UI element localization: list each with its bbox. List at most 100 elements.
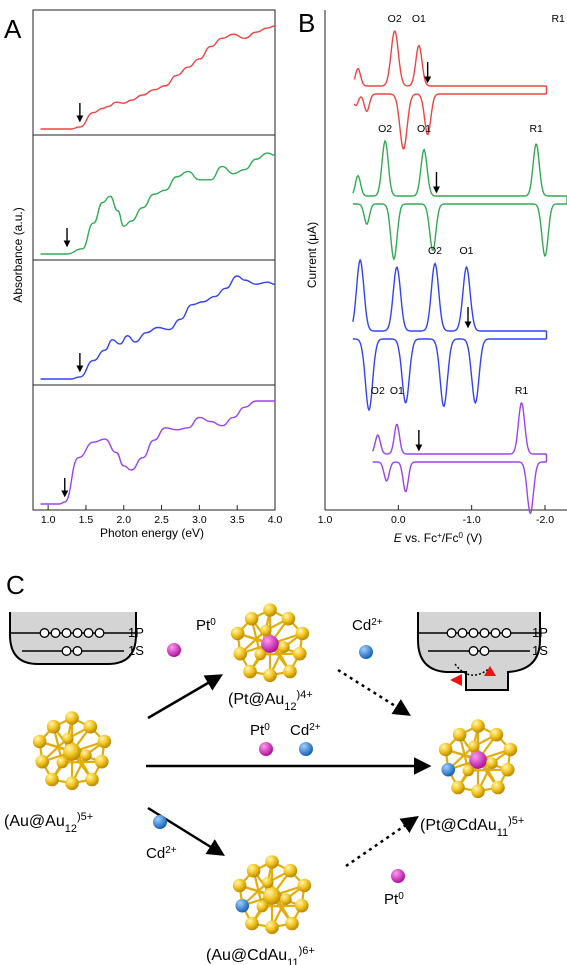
a-xtick-label: 1.0	[41, 514, 56, 526]
au-shell-atom	[56, 756, 69, 769]
electron	[72, 628, 83, 638]
b-peak-label: O2	[371, 385, 385, 397]
electron	[479, 646, 490, 656]
b-peak-label: R1	[529, 123, 543, 135]
electron	[50, 628, 61, 638]
au-shell-atom	[467, 740, 480, 753]
reagent-pt-mid-main: Pt	[250, 722, 265, 739]
au-shell-atom	[489, 727, 504, 742]
au-shell-atom	[471, 719, 485, 733]
b-xlabel-prefix: E	[394, 531, 403, 545]
b-peak-label: O2	[428, 245, 442, 257]
electron	[479, 628, 490, 638]
b-xlabel-mid: /Fc	[442, 531, 459, 545]
energy-level-diagram-left	[9, 612, 137, 665]
electron	[468, 646, 479, 656]
au-shell-atom	[230, 626, 245, 641]
cluster-pt-au12	[230, 603, 310, 683]
au-shell-atom	[83, 719, 98, 734]
a-spectrum-line	[40, 152, 276, 255]
reagent-cd-top: Cd2+	[352, 617, 383, 635]
b-peak-label: O1	[390, 385, 404, 397]
au-core-atom	[263, 887, 281, 905]
label-au-au12: (Au@Au12)5+	[4, 811, 93, 835]
label-au-au12-sub: 12	[65, 823, 77, 835]
label-pt-au12-sup: )4+	[297, 689, 313, 701]
cd-atom-bottom	[153, 815, 167, 829]
synthesis-scheme: 1P 1S 1P 1S Pt0 C	[4, 603, 548, 965]
electron	[83, 628, 94, 638]
reagent-cd-bottom: Cd2+	[146, 845, 177, 863]
panel-label-b: B	[298, 8, 315, 38]
b-cv-cathodic-line	[353, 93, 547, 150]
au-shell-atom	[46, 719, 61, 734]
au-shell-atom	[32, 734, 47, 749]
reagent-cd-bottom-main: Cd	[146, 845, 165, 862]
reagent-cd-mid: Cd2+	[290, 722, 321, 740]
electron	[94, 628, 105, 638]
au-shell-atom	[263, 603, 277, 617]
au-shell-atom	[283, 863, 298, 878]
au-shell-atom	[94, 754, 109, 769]
au-shell-atom	[278, 641, 290, 653]
a-xtick-label: 3.5	[230, 514, 245, 526]
pt-atom-mid	[259, 742, 273, 756]
au-shell-atom	[263, 668, 277, 683]
label-pt-au12-main: (Pt@Au	[228, 691, 284, 708]
arrow-to-pt-au12	[147, 674, 224, 720]
b-peak-label: O1	[412, 13, 426, 25]
au-shell-atom	[45, 772, 59, 787]
cd-shell-atom	[441, 762, 456, 777]
b-xlabel-main: vs. Fc	[402, 531, 437, 545]
b-peak-label: O2	[388, 13, 402, 25]
b-cv-anodic-line	[352, 258, 547, 332]
b-xtick-label: -1.0	[463, 514, 481, 526]
b-cv-cathodic-line	[372, 461, 547, 515]
label-pt-cdau11-sup: )5+	[508, 815, 524, 827]
reagent-pt-bottom: Pt0	[384, 891, 404, 909]
absorbance-panel: 1.0 1.5 2.0 2.5 3.0 3.5 4.0 Absorbance (a.u.) …	[11, 9, 283, 540]
reagent-cd-mid-sup: 2+	[309, 722, 321, 733]
au-shell-atom	[65, 711, 79, 725]
label-au-cdau11: (Au@CdAu11)6+	[206, 945, 315, 965]
b-peak-label: O1	[417, 123, 431, 135]
b-cv-anodic-line	[353, 30, 547, 87]
au-shell-atom	[294, 898, 309, 913]
au-shell-atom	[35, 754, 50, 769]
a-xtick-label: 4.0	[268, 514, 283, 526]
b-cv-cathodic-line	[352, 338, 547, 412]
cd-atom-top	[359, 645, 373, 659]
reagent-pt-top-main: Pt	[196, 617, 211, 634]
reagent-cd-mid-main: Cd	[290, 722, 309, 739]
au-shell-atom	[452, 727, 467, 742]
b-peak-label: O2	[378, 123, 392, 135]
au-shell-atom	[297, 878, 312, 893]
b-cv-cathodic-line	[352, 203, 567, 261]
label-au-cdau11-sup: )6+	[299, 945, 315, 957]
au-shell-atom	[85, 772, 99, 787]
right-1p-label: 1P	[532, 625, 548, 640]
label-au-cdau11-main: (Au@CdAu	[206, 947, 287, 964]
reagent-cd-top-sup: 2+	[371, 617, 383, 628]
cluster-au-au12	[32, 711, 112, 791]
pt-atom-top	[167, 643, 181, 657]
pt-core-atom	[469, 751, 487, 769]
reagent-pt-top: Pt0	[196, 617, 216, 635]
electron	[501, 628, 512, 638]
electron	[446, 628, 457, 638]
au-shell-atom	[438, 742, 453, 757]
au-shell-atom	[80, 749, 92, 761]
reagent-cd-bottom-sup: 2+	[165, 845, 177, 856]
b-cv-anodic-line	[372, 402, 547, 455]
cd-atom-mid	[299, 742, 313, 756]
b-xlabel-suffix: (V)	[463, 531, 482, 545]
au-shell-atom	[503, 742, 518, 757]
right-1s-label: 1S	[532, 643, 548, 658]
electron	[468, 628, 479, 638]
reagent-pt-top-sup: 0	[210, 617, 216, 628]
b-peak-label: R1	[551, 13, 565, 25]
a-xtick-label: 1.5	[79, 514, 94, 526]
au-shell-atom	[462, 764, 475, 777]
cv-panel: 1.0 0.0 -1.0 -2.0 O2 O1 R1 O2 O1 R1 O2 O1 O2 O1 R1 Cu…	[305, 10, 567, 545]
